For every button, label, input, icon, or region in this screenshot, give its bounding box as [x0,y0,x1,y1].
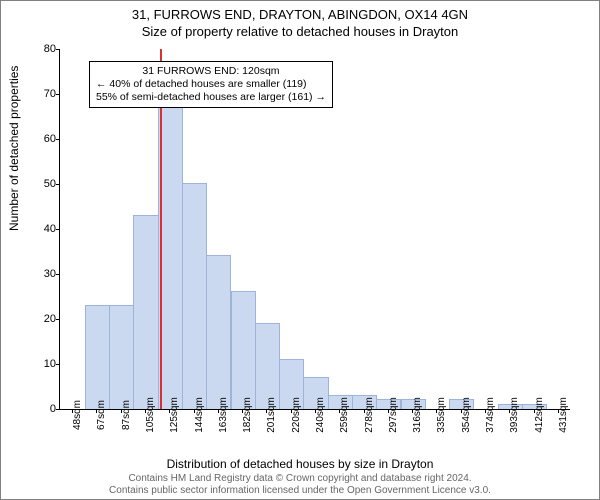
bar [255,323,280,410]
chart-title-sub: Size of property relative to detached ho… [1,24,599,39]
chart-footer: Contains HM Land Registry data © Crown c… [1,473,599,497]
y-tick-mark [56,229,60,230]
x-tick-label: 125sqm [169,397,171,433]
chart-area: 0102030405060708048sqm67sqm87sqm105sqm12… [59,49,569,409]
x-tick-label: 105sqm [145,397,147,433]
y-tick-label: 50 [26,178,56,190]
y-tick-label: 80 [26,43,56,55]
x-tick-label: 335sqm [436,397,438,433]
y-tick-label: 20 [26,313,56,325]
x-tick-label: 67sqm [96,400,98,430]
x-tick-label: 354sqm [461,397,463,433]
annotation-line2: ← 40% of detached houses are smaller (11… [96,78,326,91]
y-tick-label: 10 [26,358,56,370]
y-tick-label: 30 [26,268,56,280]
bar [231,291,256,409]
x-tick-label: 297sqm [388,397,390,433]
y-tick-mark [56,94,60,95]
x-tick-label: 431sqm [558,397,560,433]
y-tick-mark [56,319,60,320]
y-tick-mark [56,409,60,410]
bar [109,305,134,410]
x-tick-label: 412sqm [534,397,536,433]
x-tick-label: 278sqm [364,397,366,433]
x-tick-label: 316sqm [412,397,414,433]
x-tick-label: 201sqm [266,397,268,433]
bar [85,305,110,410]
annotation-line1: 31 FURROWS END: 120sqm [96,65,326,78]
bar [206,255,231,409]
y-tick-mark [56,364,60,365]
x-tick-label: 240sqm [315,397,317,433]
x-tick-label: 259sqm [339,397,341,433]
footer-line1: Contains HM Land Registry data © Crown c… [1,473,599,485]
y-tick-label: 0 [26,403,56,415]
x-tick-label: 163sqm [218,397,220,433]
bar [182,183,207,409]
y-tick-mark [56,274,60,275]
annotation-line3: 55% of semi-detached houses are larger (… [96,91,326,104]
bar [133,215,158,410]
y-tick-mark [56,184,60,185]
x-tick-label: 182sqm [242,397,244,433]
y-tick-mark [56,49,60,50]
y-tick-label: 60 [26,133,56,145]
y-axis-label: Number of detached properties [7,66,21,231]
annotation-box: 31 FURROWS END: 120sqm ← 40% of detached… [89,61,333,108]
y-tick-mark [56,139,60,140]
x-tick-label: 393sqm [509,397,511,433]
x-tick-label: 374sqm [485,397,487,433]
y-tick-label: 40 [26,223,56,235]
chart-title-main: 31, FURROWS END, DRAYTON, ABINGDON, OX14… [1,7,599,22]
footer-line2: Contains public sector information licen… [1,485,599,497]
x-axis-label: Distribution of detached houses by size … [1,457,599,471]
x-tick-label: 144sqm [194,397,196,433]
y-tick-label: 70 [26,88,56,100]
x-tick-label: 48sqm [72,400,74,430]
x-tick-label: 87sqm [121,400,123,430]
x-tick-label: 220sqm [291,397,293,433]
